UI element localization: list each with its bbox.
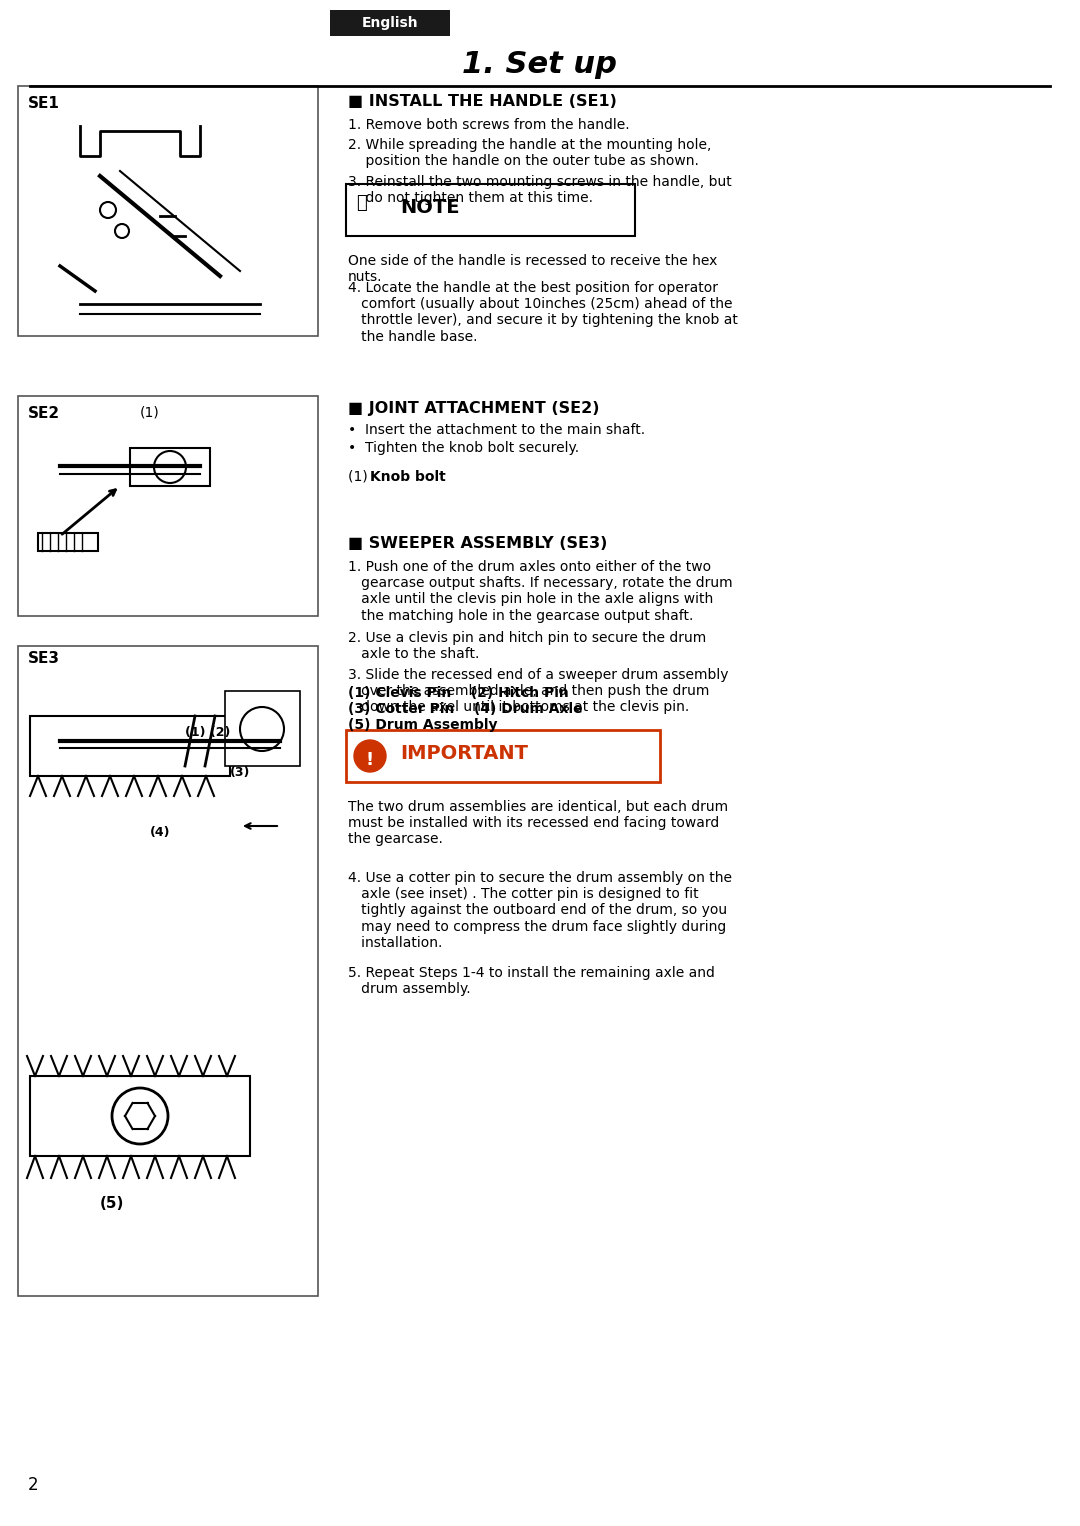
Bar bbox=[18, 645, 318, 1296]
Circle shape bbox=[112, 1088, 168, 1144]
Bar bbox=[30, 716, 230, 777]
Text: English: English bbox=[362, 15, 418, 31]
Text: 1. Remove both screws from the handle.: 1. Remove both screws from the handle. bbox=[348, 118, 630, 133]
Text: 📖: 📖 bbox=[356, 194, 367, 212]
Text: ■ SWEEPER ASSEMBLY (SE3): ■ SWEEPER ASSEMBLY (SE3) bbox=[348, 536, 607, 551]
Text: 3. Slide the recessed end of a sweeper drum assembly
   over the assembled axle,: 3. Slide the recessed end of a sweeper d… bbox=[348, 668, 729, 714]
Bar bbox=[330, 11, 450, 37]
Bar bbox=[38, 533, 98, 551]
Text: !: ! bbox=[366, 751, 374, 769]
FancyBboxPatch shape bbox=[346, 729, 660, 781]
Circle shape bbox=[354, 740, 386, 772]
Text: (4): (4) bbox=[150, 826, 171, 839]
Circle shape bbox=[154, 452, 186, 484]
Bar bbox=[225, 691, 300, 766]
Text: SE2: SE2 bbox=[28, 406, 60, 421]
Text: 2. While spreading the handle at the mounting hole,
    position the handle on t: 2. While spreading the handle at the mou… bbox=[348, 137, 712, 168]
FancyBboxPatch shape bbox=[346, 185, 635, 237]
Text: ■ JOINT ATTACHMENT (SE2): ■ JOINT ATTACHMENT (SE2) bbox=[348, 401, 599, 417]
Text: 2. Use a clevis pin and hitch pin to secure the drum
   axle to the shaft.: 2. Use a clevis pin and hitch pin to sec… bbox=[348, 630, 706, 661]
Text: 5. Repeat Steps 1-4 to install the remaining axle and
   drum assembly.: 5. Repeat Steps 1-4 to install the remai… bbox=[348, 966, 715, 996]
Text: •  Tighten the knob bolt securely.: • Tighten the knob bolt securely. bbox=[348, 441, 579, 455]
Text: Knob bolt: Knob bolt bbox=[370, 470, 446, 484]
Text: (3): (3) bbox=[230, 766, 251, 778]
Text: IMPORTANT: IMPORTANT bbox=[400, 745, 528, 763]
Text: NOTE: NOTE bbox=[400, 198, 459, 217]
Text: The two drum assemblies are identical, but each drum
must be installed with its : The two drum assemblies are identical, b… bbox=[348, 800, 728, 847]
Text: 4. Use a cotter pin to secure the drum assembly on the
   axle (see inset) . The: 4. Use a cotter pin to secure the drum a… bbox=[348, 871, 732, 949]
Text: 3. Reinstall the two mounting screws in the handle, but
    do not tighten them : 3. Reinstall the two mounting screws in … bbox=[348, 175, 732, 204]
Text: (1): (1) bbox=[140, 406, 160, 420]
Text: One side of the handle is recessed to receive the hex
nuts.: One side of the handle is recessed to re… bbox=[348, 253, 717, 284]
Bar bbox=[130, 449, 210, 485]
Text: (5): (5) bbox=[100, 1196, 124, 1212]
Bar bbox=[30, 1076, 249, 1157]
Text: 1. Push one of the drum axles onto either of the two
   gearcase output shafts. : 1. Push one of the drum axles onto eithe… bbox=[348, 560, 732, 623]
Text: 2: 2 bbox=[28, 1476, 39, 1494]
Text: (1) (2): (1) (2) bbox=[185, 726, 230, 739]
Circle shape bbox=[240, 707, 284, 751]
Text: SE3: SE3 bbox=[28, 652, 60, 665]
Text: 4. Locate the handle at the best position for operator
   comfort (usually about: 4. Locate the handle at the best positio… bbox=[348, 281, 738, 343]
Text: (1) Clevis Pin    (2) Hitch Pin
(3) Cotter Pin    (4) Drum Axle
(5) Drum Assembl: (1) Clevis Pin (2) Hitch Pin (3) Cotter … bbox=[348, 687, 582, 732]
Text: •  Insert the attachment to the main shaft.: • Insert the attachment to the main shaf… bbox=[348, 423, 645, 436]
Bar bbox=[18, 85, 318, 336]
Text: SE1: SE1 bbox=[28, 96, 59, 111]
Bar bbox=[18, 397, 318, 617]
Text: (1): (1) bbox=[348, 470, 373, 484]
Text: ■ INSTALL THE HANDLE (SE1): ■ INSTALL THE HANDLE (SE1) bbox=[348, 95, 617, 108]
Text: 1. Set up: 1. Set up bbox=[462, 50, 618, 79]
